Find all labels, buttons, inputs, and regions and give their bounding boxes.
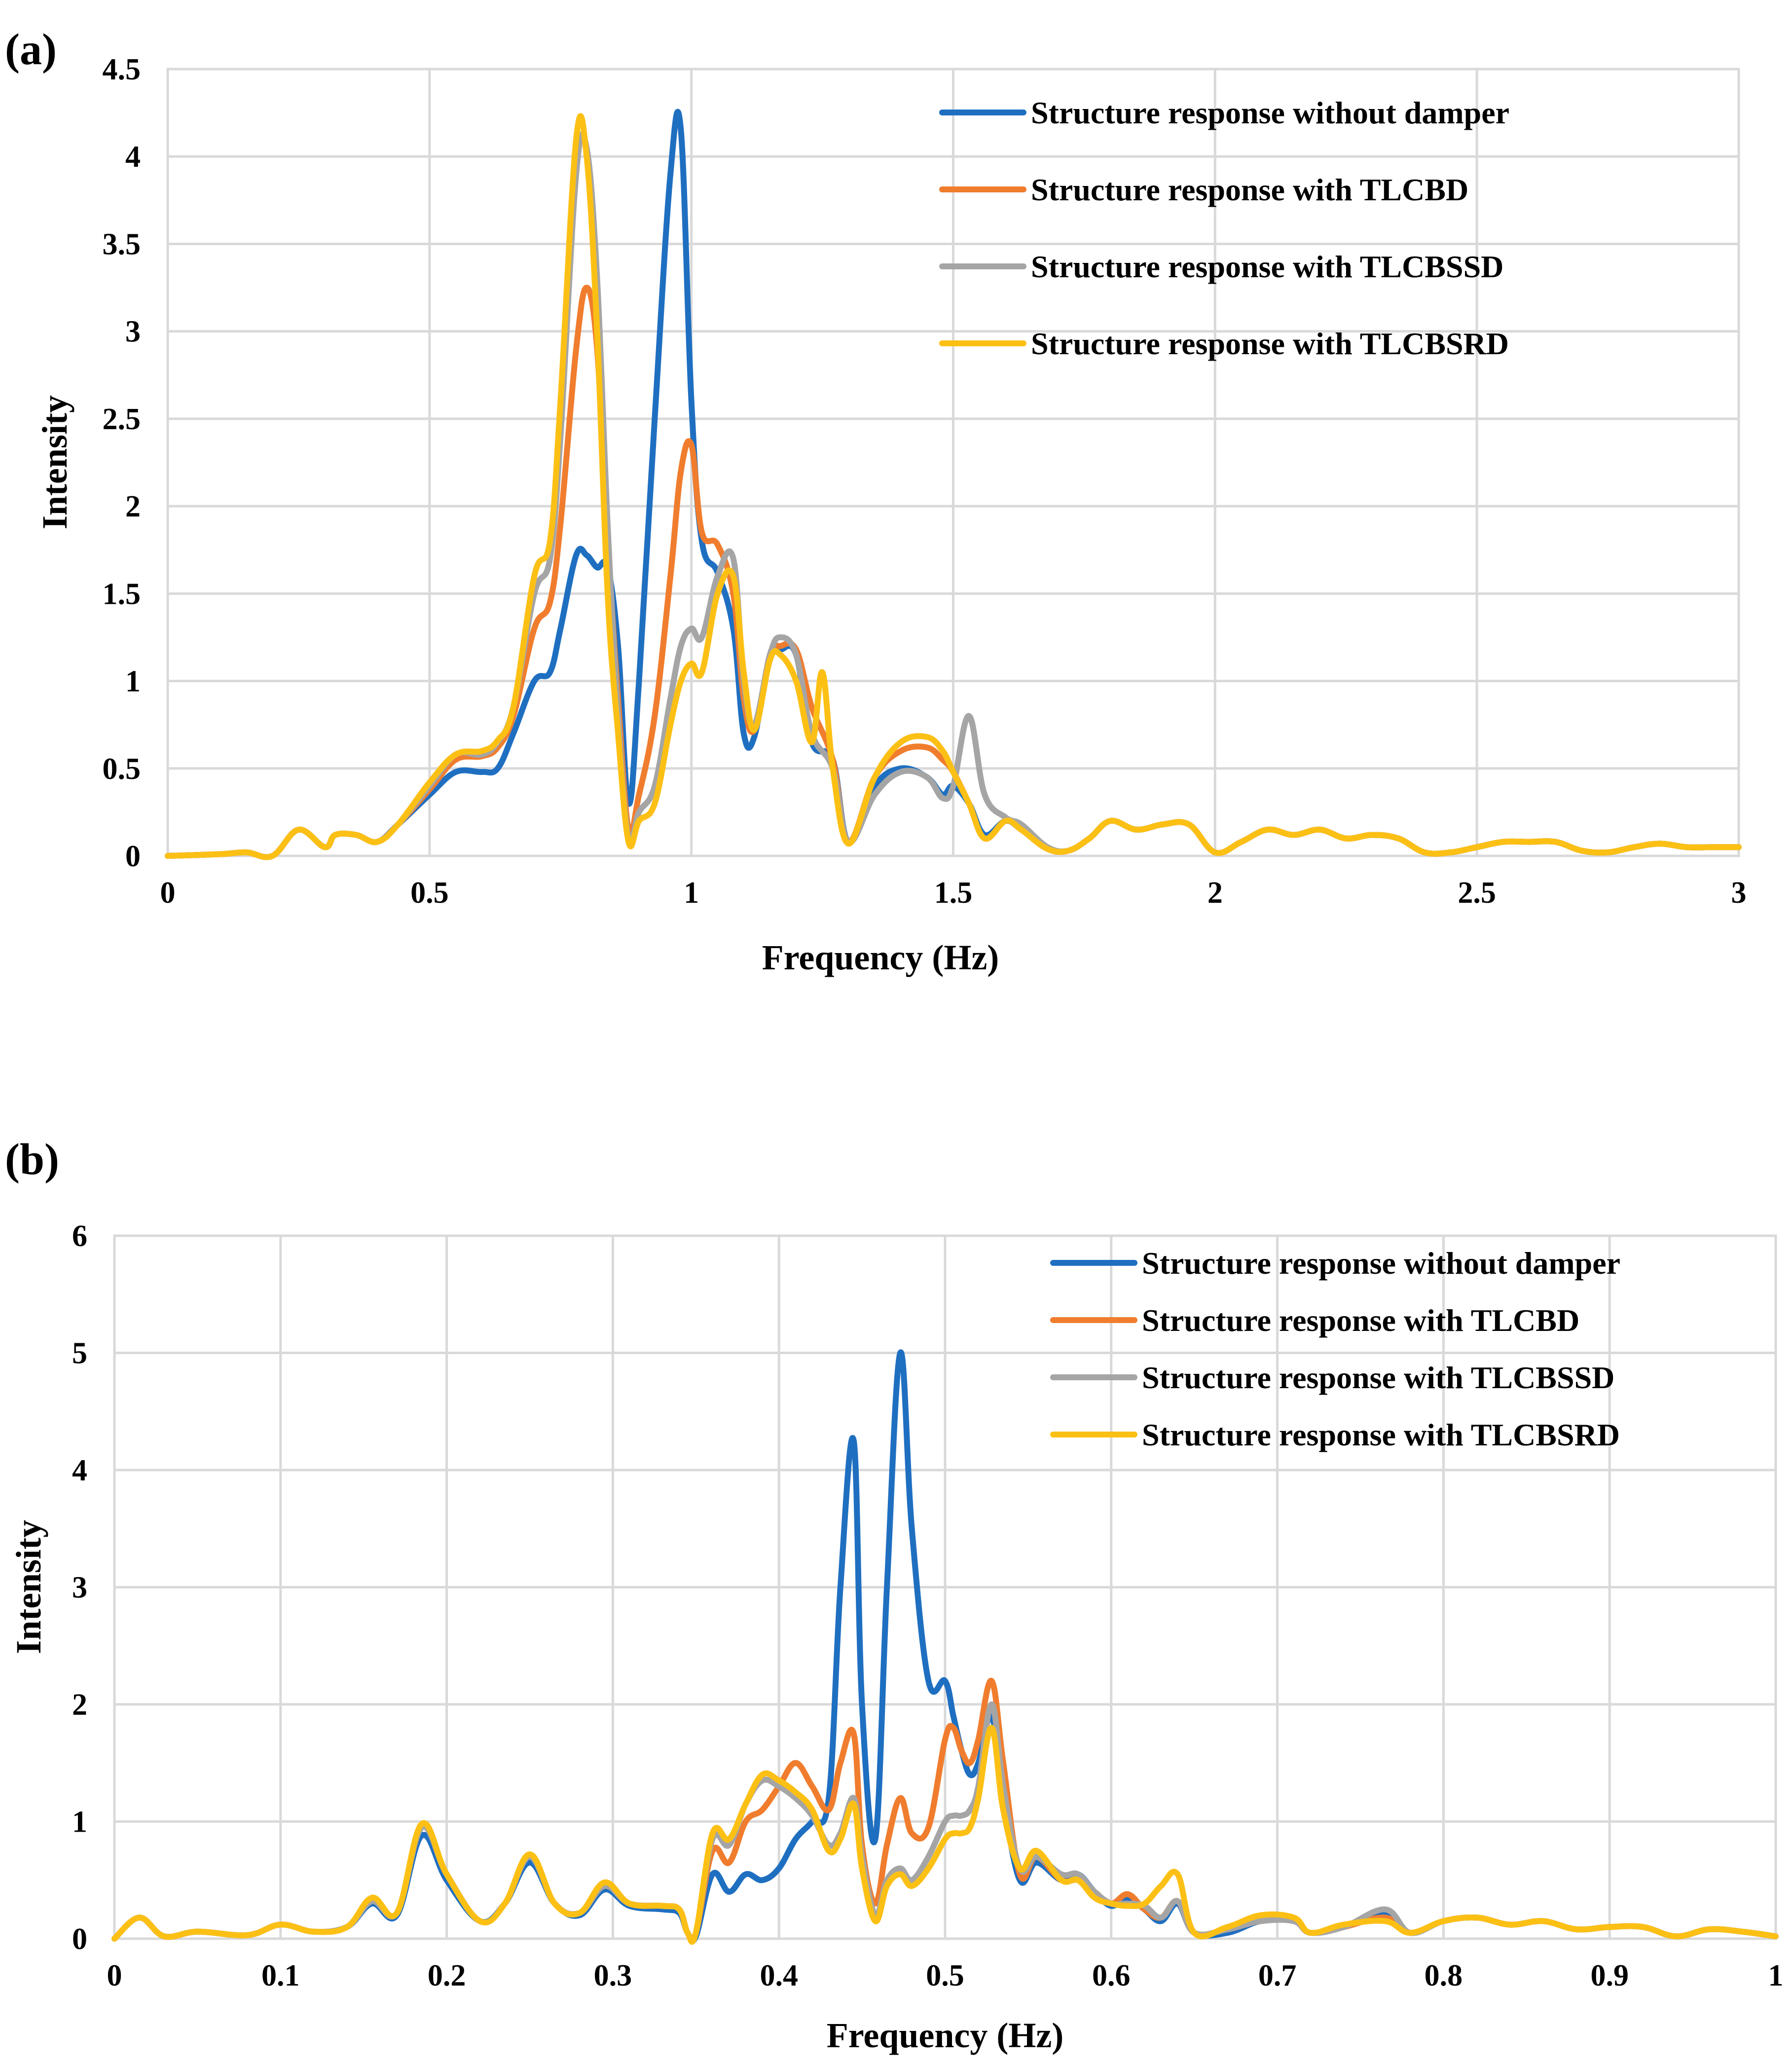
y-tick-labels-b: 0 1 2 3 4 5 6: [72, 1219, 87, 1956]
y-tick-label: 0: [125, 840, 141, 873]
x-tick-label: 1: [684, 876, 699, 910]
x-tick-label: 0.6: [1092, 1959, 1131, 1992]
x-tick-label: 0.9: [1590, 1959, 1629, 1992]
series-group-a: [165, 109, 1742, 860]
x-axis-title-b: Frequency (Hz): [827, 2016, 1064, 2055]
series-line-4: [111, 1725, 1779, 1945]
x-tick-label: 0.5: [926, 1959, 964, 1992]
y-tick-label: 3.5: [103, 227, 141, 261]
legend-a: Structure response without damper Structu…: [939, 95, 1509, 361]
legend-b: Structure response without damper Structu…: [1050, 1246, 1620, 1452]
legend-label-1: Structure response without damper: [1142, 1246, 1620, 1281]
y-tick-labels-a: 0 0.5 1 1.5 2 2.5 3 3.5 4 4.5: [103, 53, 141, 873]
legend-label-4: Structure response with TLCBSRD: [1031, 326, 1509, 361]
x-tick-label: 1: [1768, 1959, 1784, 1992]
gridlines-b: [113, 1234, 1777, 1940]
y-tick-label: 2: [72, 1688, 87, 1722]
x-tick-label: 3: [1731, 876, 1747, 910]
y-tick-label: 4: [72, 1454, 87, 1487]
y-tick-label: 3: [125, 315, 141, 349]
y-axis-title-b: Intensity: [9, 1520, 48, 1654]
y-tick-label: 3: [72, 1571, 87, 1605]
y-tick-label: 0: [72, 1922, 87, 1956]
x-tick-label: 0.5: [410, 876, 449, 910]
legend-label-4: Structure response with TLCBSRD: [1142, 1417, 1620, 1452]
y-tick-label: 4: [125, 140, 141, 174]
y-tick-label: 6: [72, 1219, 87, 1253]
x-tick-labels-a: 0 0.5 1 1.5 2 2.5 3: [160, 876, 1747, 910]
legend-label-3: Structure response with TLCBSSD: [1142, 1360, 1614, 1395]
x-tick-label: 0.8: [1425, 1959, 1463, 1992]
chart-panel-b: (b) 0 1 2 3 4 5 6 0 0.1 0.2 0.3 0.4 0.5 0.6 0.7 0.8 0.9…: [5, 1135, 1784, 2055]
x-tick-label: 0: [160, 876, 176, 910]
panel-label-b: (b): [5, 1135, 59, 1184]
x-tick-label: 2: [1207, 876, 1223, 910]
y-tick-label: 1: [72, 1805, 87, 1839]
y-tick-label: 2: [125, 490, 141, 523]
x-tick-label: 0: [107, 1959, 122, 1992]
x-tick-label: 0.2: [428, 1959, 466, 1992]
plot-frame-a: [166, 68, 1740, 857]
y-tick-label: 2.5: [103, 403, 141, 436]
series-line-4: [165, 113, 1742, 860]
x-tick-label: 2.5: [1458, 876, 1496, 910]
x-tick-label: 0.7: [1258, 1959, 1297, 1992]
plot-frame-b: [113, 1234, 1777, 1940]
y-axis-title-a: Intensity: [35, 395, 74, 529]
series-group-b: [111, 1349, 1779, 1945]
x-tick-label: 1.5: [934, 876, 973, 910]
panel-label-a: (a): [5, 25, 57, 74]
chart-panel-a: (a) 0 0.5 1 1.5 2 2.5 3 3.5 4 4.5 0 0.5 1 1.5 2 2.5 3 F…: [5, 25, 1747, 977]
y-tick-label: 4.5: [103, 53, 141, 86]
legend-label-3: Structure response with TLCBSSD: [1031, 249, 1503, 284]
x-tick-labels-b: 0 0.1 0.2 0.3 0.4 0.5 0.6 0.7 0.8 0.9 1: [107, 1959, 1784, 1992]
legend-label-2: Structure response with TLCBD: [1142, 1303, 1579, 1338]
x-tick-label: 0.1: [261, 1959, 300, 1992]
legend-label-2: Structure response with TLCBD: [1031, 172, 1468, 207]
y-tick-label: 1.5: [103, 577, 141, 611]
y-tick-label: 5: [72, 1337, 87, 1370]
x-tick-label: 0.3: [594, 1959, 632, 1992]
legend-label-1: Structure response without damper: [1031, 95, 1509, 130]
x-axis-title-a: Frequency (Hz): [762, 938, 999, 977]
x-tick-label: 0.4: [760, 1959, 798, 1992]
y-tick-label: 0.5: [103, 752, 141, 786]
y-tick-label: 1: [125, 665, 141, 699]
